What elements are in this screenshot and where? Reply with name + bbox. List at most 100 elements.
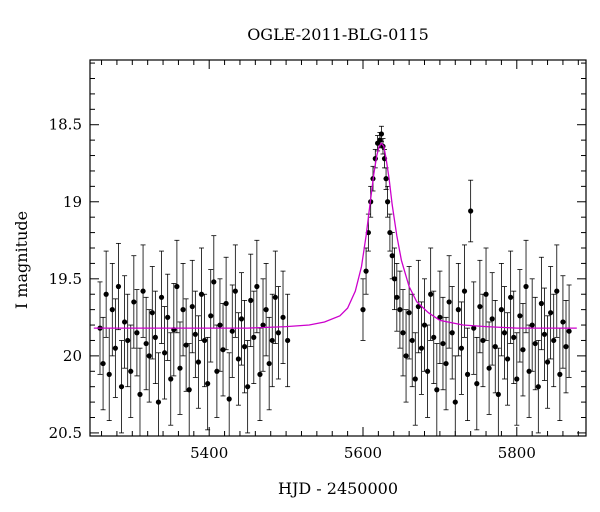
data-point: [526, 368, 532, 374]
data-point: [269, 337, 275, 344]
x-axis-label: HJD - 2450000: [278, 479, 398, 498]
data-point: [275, 330, 282, 336]
data-point: [131, 299, 137, 305]
data-point: [520, 347, 526, 353]
data-point: [431, 334, 437, 340]
data-point: [146, 353, 152, 359]
data-point: [523, 283, 529, 290]
data-point: [517, 313, 523, 319]
data-point: [223, 300, 229, 307]
data-point: [195, 359, 202, 365]
x-tick-label: 5400: [190, 444, 228, 462]
data-point: [186, 387, 192, 393]
data-point: [421, 322, 428, 328]
data-point: [437, 314, 443, 320]
data-point: [280, 314, 286, 320]
data-point: [272, 294, 278, 300]
y-tick-label: 18.5: [49, 116, 82, 134]
data-point: [489, 316, 495, 322]
data-point: [143, 340, 149, 347]
data-point: [501, 330, 508, 336]
data-point: [257, 371, 263, 377]
data-point: [471, 325, 477, 331]
data-point: [566, 328, 572, 334]
data-point: [378, 131, 385, 137]
data-point: [248, 297, 254, 303]
data-point: [168, 376, 174, 382]
data-point: [529, 322, 535, 328]
data-point: [480, 337, 486, 344]
data-point: [220, 347, 226, 353]
data-point: [165, 314, 171, 320]
data-point: [446, 299, 452, 305]
y-tick-label: 20.5: [49, 424, 82, 442]
data-point: [208, 313, 214, 319]
data-point: [461, 288, 468, 294]
data-point: [514, 376, 520, 382]
data-point: [266, 360, 272, 367]
y-tick-label: 19: [63, 193, 82, 211]
data-point: [241, 344, 248, 350]
x-tick-label: 5600: [344, 444, 382, 462]
data-point: [449, 330, 455, 336]
data-point: [115, 283, 122, 290]
data-point: [535, 384, 541, 390]
data-point: [100, 360, 106, 367]
y-axis-label: I magnitude: [12, 211, 31, 309]
model-curve: [93, 142, 577, 329]
data-point: [211, 279, 217, 285]
data-point: [434, 387, 440, 393]
data-point: [394, 294, 400, 300]
data-point: [477, 303, 483, 310]
data-point: [122, 319, 128, 325]
data-point: [385, 199, 391, 205]
data-point: [192, 331, 198, 337]
data-point: [103, 291, 109, 297]
data-point: [532, 340, 538, 347]
data-point: [254, 283, 260, 290]
data-point: [508, 294, 514, 300]
data-point: [140, 288, 146, 294]
data-point: [137, 391, 143, 397]
data-point: [455, 307, 461, 313]
data-point: [452, 399, 458, 405]
data-point: [232, 288, 238, 294]
data-point: [229, 328, 235, 334]
data-point: [557, 371, 563, 377]
data-point: [251, 334, 257, 340]
data-point: [498, 307, 505, 313]
data-point: [486, 365, 492, 371]
data-point: [174, 283, 180, 290]
data-point: [245, 384, 251, 390]
data-point: [217, 322, 223, 328]
data-point: [548, 310, 554, 316]
data-point: [263, 307, 269, 313]
data-point: [363, 268, 369, 274]
data-point: [511, 334, 517, 340]
data-point: [440, 340, 446, 347]
plot-area: 5400 5600 5800 18.5 19 19.5 20 20.5: [49, 59, 587, 462]
data-point: [409, 337, 415, 344]
data-point: [125, 337, 131, 344]
data-point: [428, 291, 434, 297]
data-point: [152, 334, 158, 340]
data-point: [403, 353, 409, 359]
data-point: [201, 337, 208, 344]
data-point: [538, 300, 544, 307]
y-tick-label: 19.5: [49, 270, 82, 288]
data-point: [214, 368, 220, 374]
data-point: [285, 337, 291, 344]
data-point: [443, 360, 449, 367]
data-point: [495, 391, 501, 397]
data-point: [149, 310, 155, 316]
data-point: [128, 368, 134, 374]
data-point: [155, 399, 162, 405]
data-point: [389, 253, 395, 259]
data-point: [260, 322, 266, 328]
data-point: [198, 291, 205, 297]
data-point: [360, 307, 366, 313]
data-point: [560, 319, 566, 325]
data-point: [118, 384, 125, 390]
